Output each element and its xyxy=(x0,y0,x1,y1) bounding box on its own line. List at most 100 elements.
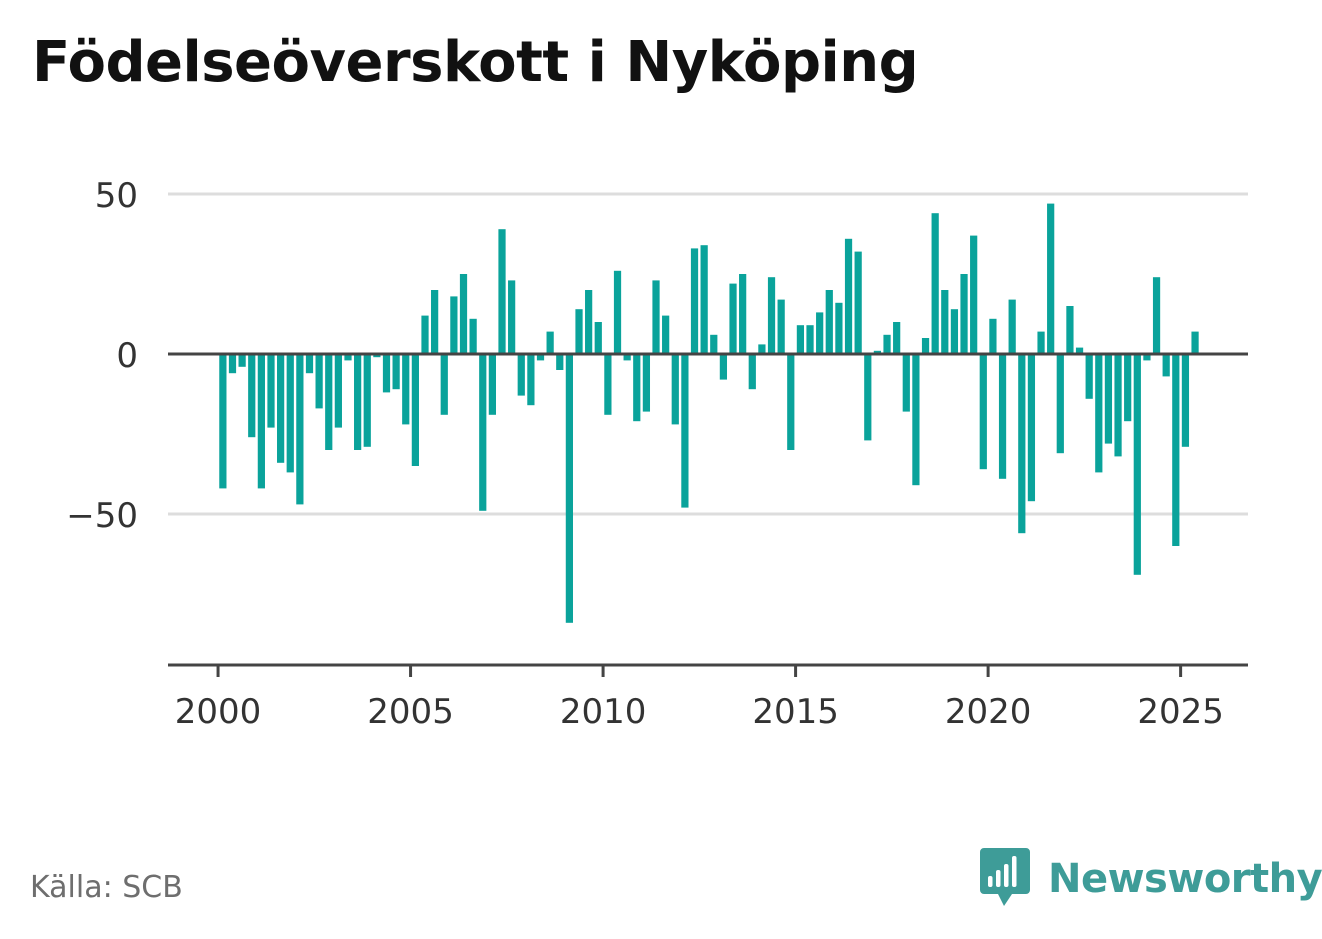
bar xyxy=(1172,354,1180,546)
bar xyxy=(1162,354,1170,377)
bar xyxy=(662,315,670,354)
bar xyxy=(1114,354,1122,457)
bar xyxy=(1066,306,1074,354)
bar xyxy=(296,354,304,505)
bar xyxy=(373,354,381,358)
grid-lines xyxy=(168,192,1248,516)
bar xyxy=(970,235,978,354)
x-tick-label: 2020 xyxy=(945,692,1032,732)
bar xyxy=(864,354,872,441)
bar xyxy=(1075,347,1084,354)
bar xyxy=(989,318,997,354)
bar xyxy=(873,350,882,354)
bar xyxy=(806,325,814,354)
bar xyxy=(392,354,400,390)
y-tick-labels: 50 0 −50 xyxy=(66,176,138,536)
bar xyxy=(1133,354,1141,575)
bar xyxy=(575,309,583,354)
bar xyxy=(739,274,747,354)
bars xyxy=(219,203,1199,623)
bar xyxy=(835,302,843,354)
bar xyxy=(604,354,612,415)
bar xyxy=(334,354,342,428)
bar xyxy=(257,354,265,489)
bar xyxy=(354,354,362,450)
bar xyxy=(431,290,439,354)
bar xyxy=(710,334,718,354)
x-tick-label: 2025 xyxy=(1137,692,1224,732)
bar xyxy=(1095,354,1103,473)
bar xyxy=(1143,354,1151,361)
bar xyxy=(527,354,535,406)
bar xyxy=(671,354,679,425)
bar xyxy=(248,354,256,438)
bar xyxy=(1191,331,1199,354)
bar xyxy=(1008,299,1016,354)
bar xyxy=(508,280,516,354)
bar xyxy=(1181,354,1190,447)
bar xyxy=(488,354,496,415)
y-tick-label: 0 xyxy=(116,336,138,376)
bar xyxy=(305,354,314,374)
bar xyxy=(931,213,939,354)
x-tick-label: 2000 xyxy=(175,692,262,732)
bar xyxy=(825,290,833,354)
bar xyxy=(893,322,901,354)
bar xyxy=(700,245,708,354)
bar xyxy=(912,354,920,486)
bar xyxy=(729,283,737,354)
bar xyxy=(1047,203,1055,354)
x-tick-label: 2010 xyxy=(560,692,647,732)
bar xyxy=(767,277,776,354)
bar xyxy=(585,290,593,354)
bar xyxy=(787,354,795,450)
bar xyxy=(536,354,545,361)
bar xyxy=(998,354,1007,479)
bar xyxy=(690,248,699,354)
bar xyxy=(546,331,554,354)
bar xyxy=(325,354,333,450)
bar xyxy=(1124,354,1132,422)
bar xyxy=(421,315,429,354)
bar xyxy=(1027,354,1036,502)
source-note: Källa: SCB xyxy=(30,870,183,905)
chart-title: Födelseöverskott i Nyköping xyxy=(32,30,919,95)
bar xyxy=(594,322,602,354)
bar xyxy=(854,251,862,354)
bar xyxy=(479,354,487,511)
bar xyxy=(440,354,448,415)
bar xyxy=(450,296,458,354)
bar xyxy=(517,354,525,396)
bar xyxy=(748,354,756,390)
y-tick-label: 50 xyxy=(95,176,138,216)
bar xyxy=(267,354,275,428)
bar xyxy=(1056,354,1064,454)
bar xyxy=(844,238,853,354)
bar xyxy=(816,312,824,354)
bar xyxy=(652,280,660,354)
bar xyxy=(344,354,352,361)
bar xyxy=(498,229,506,354)
brand-logo-link[interactable]: Newsworthy xyxy=(980,848,1322,910)
bar xyxy=(228,354,237,374)
bar xyxy=(777,299,785,354)
bar xyxy=(613,270,622,354)
bar xyxy=(796,325,805,354)
bar xyxy=(469,318,477,354)
bar xyxy=(238,354,246,367)
bar xyxy=(960,274,968,354)
bar xyxy=(219,354,227,489)
bar xyxy=(315,354,323,409)
bar xyxy=(681,354,689,508)
bar xyxy=(642,354,651,412)
bar xyxy=(286,354,294,473)
bar xyxy=(411,354,419,466)
bar xyxy=(633,354,641,422)
bar xyxy=(402,354,410,425)
bar xyxy=(565,354,573,623)
brand-name: Newsworthy xyxy=(1048,856,1322,902)
bar xyxy=(1104,354,1113,444)
bar xyxy=(758,344,766,354)
bar xyxy=(382,354,391,393)
